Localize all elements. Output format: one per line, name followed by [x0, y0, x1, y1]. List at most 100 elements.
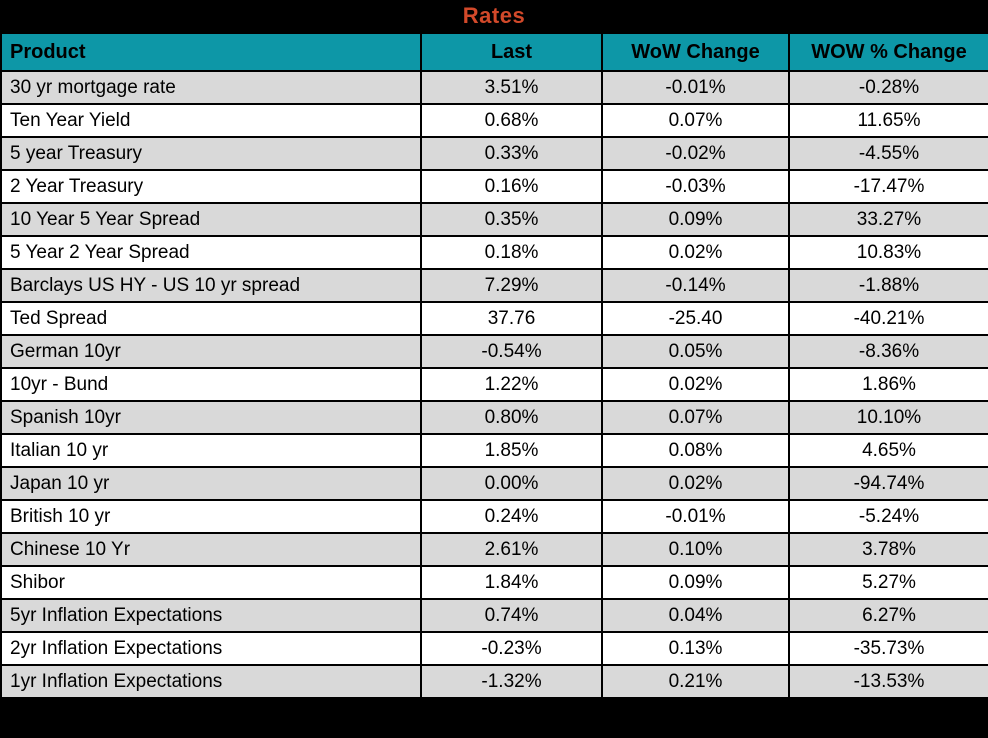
- value-cell: 4.65%: [788, 433, 988, 468]
- product-cell: Chinese 10 Yr: [0, 532, 422, 567]
- product-cell: 1yr Inflation Expectations: [0, 664, 422, 699]
- value-cell: 0.02%: [601, 235, 790, 270]
- value-cell: 1.22%: [420, 367, 603, 402]
- value-cell: -25.40: [601, 301, 790, 336]
- product-cell: 5 year Treasury: [0, 136, 422, 171]
- table-row: 5yr Inflation Expectations 0.74% 0.04% 6.27…: [0, 598, 988, 633]
- value-cell: 0.13%: [601, 631, 790, 666]
- value-cell: -4.55%: [788, 136, 988, 171]
- product-cell: 10yr - Bund: [0, 367, 422, 402]
- value-cell: 0.68%: [420, 103, 603, 138]
- table-row: Ten Year Yield 0.68% 0.07% 11.65%: [0, 103, 988, 138]
- page-title: Rates: [462, 3, 526, 28]
- table-row: 2 Year Treasury 0.16% -0.03% -17.47%: [0, 169, 988, 204]
- value-cell: -17.47%: [788, 169, 988, 204]
- value-cell: -13.53%: [788, 664, 988, 699]
- product-cell: 10 Year 5 Year Spread: [0, 202, 422, 237]
- table-row: 10yr - Bund 1.22% 0.02% 1.86%: [0, 367, 988, 402]
- product-cell: Japan 10 yr: [0, 466, 422, 501]
- table-row: British 10 yr 0.24% -0.01% -5.24%: [0, 499, 988, 534]
- value-cell: 0.07%: [601, 400, 790, 435]
- value-cell: 6.27%: [788, 598, 988, 633]
- table-row: 1yr Inflation Expectations -1.32% 0.21% -13…: [0, 664, 988, 699]
- value-cell: 37.76: [420, 301, 603, 336]
- value-cell: -8.36%: [788, 334, 988, 369]
- value-cell: 0.74%: [420, 598, 603, 633]
- product-cell: 5yr Inflation Expectations: [0, 598, 422, 633]
- value-cell: 0.21%: [601, 664, 790, 699]
- value-cell: 0.16%: [420, 169, 603, 204]
- value-cell: 0.04%: [601, 598, 790, 633]
- product-cell: British 10 yr: [0, 499, 422, 534]
- table-row: Italian 10 yr 1.85% 0.08% 4.65%: [0, 433, 988, 468]
- product-cell: Shibor: [0, 565, 422, 600]
- value-cell: 0.02%: [601, 367, 790, 402]
- table-row: Japan 10 yr 0.00% 0.02% -94.74%: [0, 466, 988, 501]
- value-cell: 0.33%: [420, 136, 603, 171]
- column-header-product: Product: [0, 32, 422, 72]
- value-cell: -0.54%: [420, 334, 603, 369]
- bottom-border: [0, 699, 988, 705]
- value-cell: 0.08%: [601, 433, 790, 468]
- table-row: 10 Year 5 Year Spread 0.35% 0.09% 33.27%: [0, 202, 988, 237]
- value-cell: 11.65%: [788, 103, 988, 138]
- table-row: 2yr Inflation Expectations -0.23% 0.13% -35…: [0, 631, 988, 666]
- table-header-row: Product Last WoW Change WOW % Change: [0, 32, 988, 72]
- table-row: Shibor 1.84% 0.09% 5.27%: [0, 565, 988, 600]
- value-cell: 0.80%: [420, 400, 603, 435]
- value-cell: 0.10%: [601, 532, 790, 567]
- value-cell: 0.35%: [420, 202, 603, 237]
- product-cell: Barclays US HY - US 10 yr spread: [0, 268, 422, 303]
- product-cell: Ted Spread: [0, 301, 422, 336]
- title-bar: Rates: [0, 0, 988, 32]
- value-cell: 3.51%: [420, 70, 603, 105]
- value-cell: 5.27%: [788, 565, 988, 600]
- value-cell: -40.21%: [788, 301, 988, 336]
- product-cell: 5 Year 2 Year Spread: [0, 235, 422, 270]
- column-header-wow-pct-change: WOW % Change: [788, 32, 988, 72]
- rates-table: Product Last WoW Change WOW % Change 30 …: [0, 32, 988, 699]
- product-cell: Spanish 10yr: [0, 400, 422, 435]
- table-row: 5 Year 2 Year Spread 0.18% 0.02% 10.83%: [0, 235, 988, 270]
- column-header-wow-change: WoW Change: [601, 32, 790, 72]
- value-cell: -0.02%: [601, 136, 790, 171]
- value-cell: -35.73%: [788, 631, 988, 666]
- value-cell: -0.01%: [601, 70, 790, 105]
- value-cell: 0.18%: [420, 235, 603, 270]
- product-cell: German 10yr: [0, 334, 422, 369]
- value-cell: 1.86%: [788, 367, 988, 402]
- value-cell: -0.23%: [420, 631, 603, 666]
- rates-table-body: 30 yr mortgage rate 3.51% -0.01% -0.28% Ten …: [0, 70, 988, 699]
- value-cell: -1.88%: [788, 268, 988, 303]
- table-row: Barclays US HY - US 10 yr spread 7.29% -0.…: [0, 268, 988, 303]
- product-cell: Ten Year Yield: [0, 103, 422, 138]
- value-cell: 0.02%: [601, 466, 790, 501]
- value-cell: 0.24%: [420, 499, 603, 534]
- table-row: Spanish 10yr 0.80% 0.07% 10.10%: [0, 400, 988, 435]
- product-cell: Italian 10 yr: [0, 433, 422, 468]
- value-cell: 0.00%: [420, 466, 603, 501]
- value-cell: 0.05%: [601, 334, 790, 369]
- column-header-last: Last: [420, 32, 603, 72]
- table-row: German 10yr -0.54% 0.05% -8.36%: [0, 334, 988, 369]
- table-row: 30 yr mortgage rate 3.51% -0.01% -0.28%: [0, 70, 988, 105]
- value-cell: 3.78%: [788, 532, 988, 567]
- value-cell: 2.61%: [420, 532, 603, 567]
- value-cell: 1.85%: [420, 433, 603, 468]
- value-cell: -94.74%: [788, 466, 988, 501]
- value-cell: 33.27%: [788, 202, 988, 237]
- value-cell: 10.83%: [788, 235, 988, 270]
- value-cell: -5.24%: [788, 499, 988, 534]
- table-row: Ted Spread 37.76 -25.40 -40.21%: [0, 301, 988, 336]
- table-row: Chinese 10 Yr 2.61% 0.10% 3.78%: [0, 532, 988, 567]
- product-cell: 30 yr mortgage rate: [0, 70, 422, 105]
- value-cell: 1.84%: [420, 565, 603, 600]
- table-row: 5 year Treasury 0.33% -0.02% -4.55%: [0, 136, 988, 171]
- value-cell: -0.03%: [601, 169, 790, 204]
- product-cell: 2yr Inflation Expectations: [0, 631, 422, 666]
- value-cell: 0.09%: [601, 565, 790, 600]
- value-cell: -0.14%: [601, 268, 790, 303]
- value-cell: 0.07%: [601, 103, 790, 138]
- value-cell: 7.29%: [420, 268, 603, 303]
